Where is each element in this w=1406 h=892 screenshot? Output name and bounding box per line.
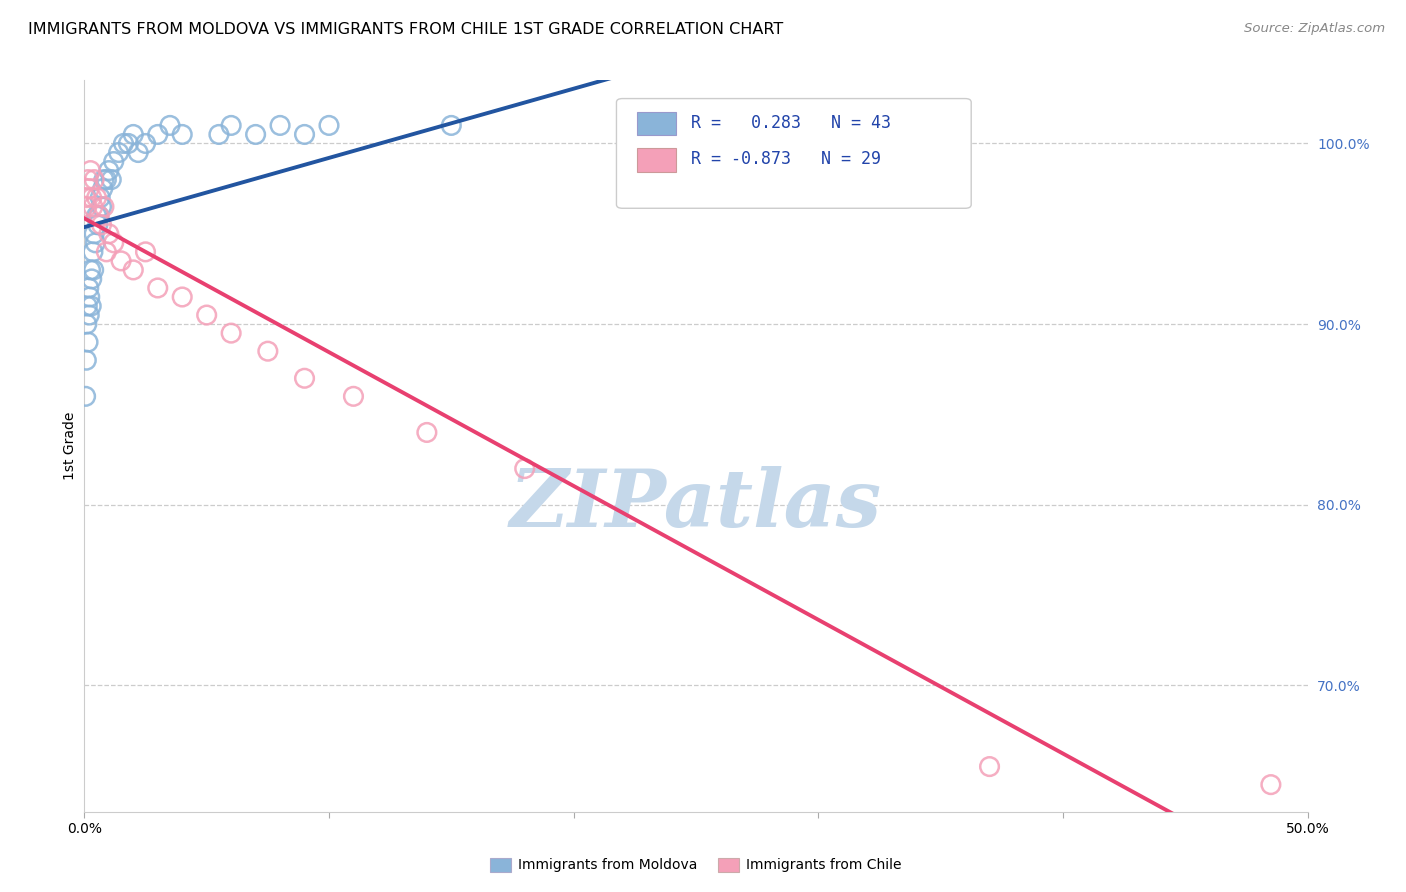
Point [79,263,101,277]
Point [97,227,120,241]
Point [103,154,125,169]
Point [84,235,107,250]
Text: IMMIGRANTS FROM MOLDOVA VS IMMIGRANTS FROM CHILE 1ST GRADE CORRELATION CHART: IMMIGRANTS FROM MOLDOVA VS IMMIGRANTS FR… [28,22,783,37]
Point [77,281,100,295]
Point [110,253,132,268]
Point [90,200,112,214]
Point [159,119,181,133]
Point [135,136,157,151]
Point [122,263,145,277]
Point [77,308,100,322]
Point [86,209,108,223]
Point [91,181,114,195]
Y-axis label: 1st Grade: 1st Grade [63,412,77,480]
FancyBboxPatch shape [616,99,972,209]
Text: R = -0.873   N = 29: R = -0.873 N = 29 [692,150,882,169]
Point [77,181,100,195]
Point [83,172,105,186]
Point [117,136,139,151]
Text: ZIPatlas: ZIPatlas [510,466,882,543]
Point [257,344,280,359]
Point [75,389,97,403]
Point [146,128,169,142]
Point [87,218,110,232]
Point [103,235,125,250]
Point [79,290,101,304]
Point [219,119,242,133]
Point [80,299,103,313]
Point [89,191,111,205]
Point [440,119,463,133]
Point [77,335,100,350]
Point [127,145,149,160]
Point [79,163,101,178]
Point [93,172,115,186]
Point [208,128,231,142]
Point [146,281,169,295]
Point [76,317,98,331]
Point [856,109,879,123]
Point [87,209,110,223]
Point [100,172,122,186]
Point [513,461,536,475]
Point [294,371,316,385]
Point [86,191,108,205]
Point [1260,778,1282,792]
Point [269,119,291,133]
FancyBboxPatch shape [637,112,676,136]
Point [83,263,105,277]
Point [979,759,1001,773]
Point [122,128,145,142]
Point [342,389,364,403]
Point [416,425,439,440]
Point [76,299,98,313]
Point [195,308,218,322]
Point [97,163,120,178]
Legend: Immigrants from Moldova, Immigrants from Chile: Immigrants from Moldova, Immigrants from… [485,852,907,878]
Point [90,218,112,232]
Point [80,191,103,205]
Point [75,353,97,368]
Point [80,272,103,286]
Point [96,244,118,259]
Point [112,136,135,151]
Point [77,172,100,186]
Point [87,209,110,223]
Point [219,326,242,340]
Point [318,119,340,133]
Point [245,128,267,142]
Text: R =   0.283   N = 43: R = 0.283 N = 43 [692,113,891,132]
Point [93,200,115,214]
FancyBboxPatch shape [637,148,676,171]
Point [135,244,157,259]
Point [83,227,105,241]
Point [172,128,194,142]
Text: Source: ZipAtlas.com: Source: ZipAtlas.com [1244,22,1385,36]
Point [75,191,97,205]
Point [82,244,104,259]
Point [96,172,118,186]
Point [294,128,316,142]
Point [172,290,194,304]
Point [76,200,98,214]
Point [107,145,129,160]
Point [82,200,104,214]
